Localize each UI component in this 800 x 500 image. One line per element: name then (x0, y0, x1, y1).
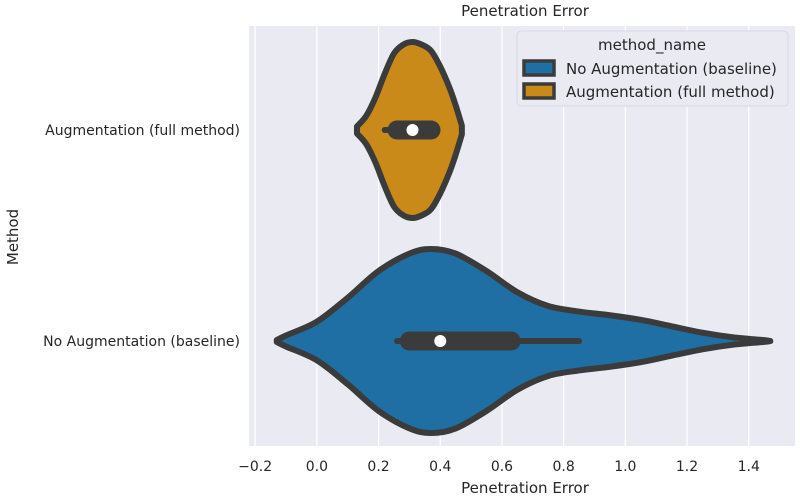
x-tick-label: 0.2 (367, 459, 389, 475)
x-tick-label: −0.2 (238, 459, 272, 475)
legend: method_name No Augmentation (baseline) A… (516, 30, 789, 107)
violin-median-point (406, 124, 419, 136)
x-tick-label: 0.0 (306, 459, 328, 475)
x-tick-label: 1.4 (738, 459, 760, 475)
chart-title: Penetration Error (461, 2, 590, 20)
legend-frame (516, 30, 789, 107)
x-tick-label: 0.6 (491, 459, 513, 475)
violins (273, 39, 774, 436)
legend-entry-baseline: No Augmentation (baseline) (566, 60, 777, 78)
x-tick-label: 0.4 (429, 459, 451, 475)
y-categories: Augmentation (full method) No Augmentatio… (43, 123, 240, 350)
x-ticks: −0.2 0.0 0.2 0.4 0.6 0.8 1.0 1.2 1.4 (238, 459, 760, 475)
x-tick-label: 1.2 (676, 459, 698, 475)
legend-title: method_name (598, 36, 706, 55)
x-tick-label: 1.0 (614, 459, 636, 475)
legend-swatch-augmentation (522, 82, 556, 100)
y-category-label: Augmentation (full method) (45, 123, 240, 139)
y-category-label: No Augmentation (baseline) (43, 334, 240, 350)
x-tick-label: 0.8 (553, 459, 575, 475)
legend-swatch-baseline (522, 59, 556, 77)
y-axis-label: Method (4, 209, 22, 265)
violin-median-point (434, 335, 447, 347)
x-axis-label: Penetration Error (461, 479, 590, 497)
legend-entry-augmentation: Augmentation (full method) (566, 83, 775, 101)
